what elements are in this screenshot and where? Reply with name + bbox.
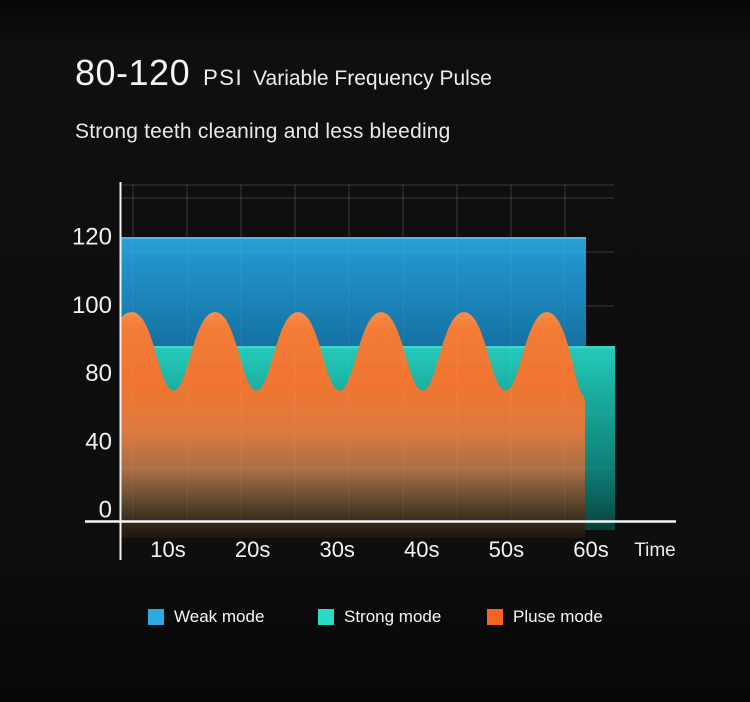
x-tick-label: 10s [150, 537, 185, 562]
weak-mode-swatch [148, 609, 164, 625]
title-line: 80-120 PSI Variable Frequency Pulse [75, 52, 492, 102]
legend-item-strong-mode: Strong mode [318, 607, 441, 627]
pulse-mode-swatch [487, 609, 503, 625]
x-tick-label: 30s [319, 537, 354, 562]
chart-gridlines-overlay [120, 184, 614, 521]
x-tick-label: 60s [573, 537, 608, 562]
y-tick-label: 100 [72, 292, 112, 319]
y-tick-label: 40 [85, 428, 112, 455]
psi-range: 80-120 [75, 52, 191, 93]
chart-series [120, 237, 615, 538]
legend-item-weak-mode: Weak mode [148, 607, 264, 627]
chart-legend: Weak mode Strong mode Pluse mode [0, 607, 750, 629]
y-tick-label: 0 [99, 497, 112, 524]
pulse-mode-label: Pluse mode [513, 607, 603, 626]
x-tick-label: 50s [489, 537, 524, 562]
weak-mode-label: Weak mode [174, 607, 265, 626]
x-tick-label: 20s [235, 537, 270, 562]
pulse-mode-wave-area [120, 312, 585, 538]
page-title: Variable Frequency Pulse [253, 67, 492, 90]
y-tick-label: 80 [85, 360, 112, 387]
x-axis-title: Time [634, 540, 676, 561]
strong-mode-swatch [318, 609, 334, 625]
strong-mode-label: Strong mode [344, 607, 442, 626]
x-tick-label: 40s [404, 537, 439, 562]
chart-axis-labels: 120 100 80 40 0 10s 20s 30s 40s 50s 60s Time [72, 224, 676, 563]
y-tick-label: 120 [72, 224, 112, 251]
header: 80-120 PSI Variable Frequency Pulse Strong… [75, 52, 492, 144]
page-subtitle: Strong teeth cleaning and less bleeding [75, 120, 451, 143]
psi-unit: PSI [203, 65, 244, 90]
chart-axes [85, 182, 676, 560]
legend-item-pulse-mode: Pluse mode [487, 607, 603, 627]
